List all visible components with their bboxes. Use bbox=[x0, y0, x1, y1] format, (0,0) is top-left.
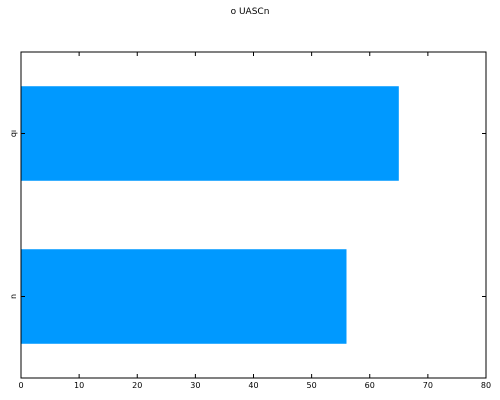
x-tick-label-5: 50 bbox=[307, 381, 317, 390]
x-tick-label-4: 40 bbox=[248, 381, 258, 390]
bar-0 bbox=[21, 249, 347, 344]
x-tick-label-6: 60 bbox=[365, 381, 375, 390]
bars-layer bbox=[21, 86, 399, 344]
x-tick-label-8: 80 bbox=[481, 381, 491, 390]
bar-1 bbox=[21, 86, 399, 181]
x-tick-label-0: 0 bbox=[18, 381, 23, 390]
x-tick-label-7: 70 bbox=[423, 381, 433, 390]
y-tick-label-1: qı bbox=[9, 130, 18, 137]
y-tick-label-0: n bbox=[9, 294, 18, 299]
x-tick-label-2: 20 bbox=[132, 381, 142, 390]
x-tick-label-1: 10 bbox=[74, 381, 84, 390]
x-tick-label-3: 30 bbox=[190, 381, 200, 390]
